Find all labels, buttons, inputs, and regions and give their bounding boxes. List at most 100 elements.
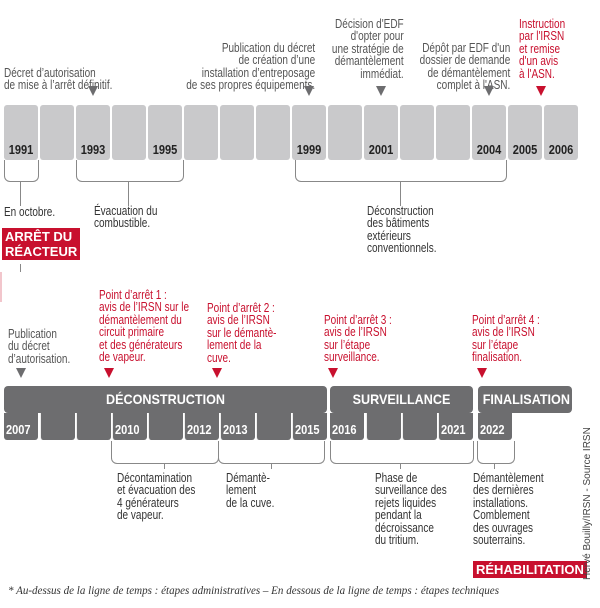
year-label: 2005 <box>512 142 538 157</box>
year-box: 2004 <box>472 105 506 160</box>
bracket <box>295 160 507 182</box>
note-decontamination: Décontamination et évacuation des 4 géné… <box>117 471 196 523</box>
year-label: 1995 <box>152 142 178 157</box>
marker-triangle-icon <box>376 86 386 96</box>
year-box <box>112 105 146 160</box>
note-publication-autorisation: Publication du décret d’autorisation. <box>8 327 71 366</box>
year-cell: 2012 <box>184 413 219 440</box>
year-box: 1995 <box>148 105 182 160</box>
note-point-arret-1: Point d’arrêt 1 : avis de l’IRSN sur le … <box>99 288 190 365</box>
marker-triangle-red-icon <box>328 368 338 378</box>
year-cell <box>148 413 183 440</box>
note-point-arret-4: Point d’arrêt 4 : avis de l’IRSN sur l’é… <box>472 313 540 365</box>
bracket-stem <box>494 463 496 469</box>
marker-triangle-icon <box>16 368 26 378</box>
phase-0: DÉCONSTRUCTION <box>4 386 327 413</box>
year-box <box>400 105 434 160</box>
year-label: 2022 <box>480 422 505 437</box>
marker-triangle-red-icon <box>536 86 546 96</box>
bracket <box>4 160 39 182</box>
divider <box>0 272 2 302</box>
year-label: 2006 <box>548 142 574 157</box>
year-box <box>184 105 218 160</box>
year-box: 1991 <box>4 105 38 160</box>
bracket <box>477 441 515 464</box>
year-cell: 2021 <box>438 413 473 440</box>
note-publication: Publication du décret de création d’une … <box>186 41 315 93</box>
bracket-stem <box>400 463 402 469</box>
year-cell: 2022 <box>478 413 512 440</box>
year-box: 2006 <box>544 105 578 160</box>
year-cell: 2015 <box>292 413 327 440</box>
year-label: 1999 <box>296 142 322 157</box>
year-box <box>220 105 254 160</box>
year-box: 1999 <box>292 105 326 160</box>
bracket <box>330 441 474 464</box>
year-box: 2005 <box>508 105 542 160</box>
year-box <box>256 105 290 160</box>
marker-triangle-red-icon <box>477 368 487 378</box>
year-label: 2004 <box>476 142 502 157</box>
marker-triangle-icon <box>304 86 314 96</box>
year-cell: 2010 <box>112 413 147 440</box>
phase-label: SURVEILLANCE <box>352 391 451 407</box>
year-label: 2007 <box>6 422 31 437</box>
phase-1: SURVEILLANCE <box>330 386 473 413</box>
marker-triangle-icon <box>484 86 494 96</box>
footnote: * Au-dessus de la ligne de temps : étape… <box>8 583 499 597</box>
marker-triangle-red-icon <box>104 368 114 378</box>
year-cell <box>366 413 401 440</box>
year-label: 1991 <box>8 142 34 157</box>
note-decision: Décision d'EDF d'opter pour une stratégi… <box>332 17 404 81</box>
phase-label: DÉCONSTRUCTION <box>105 391 225 407</box>
bracket-stem <box>20 182 22 206</box>
year-cell <box>256 413 291 440</box>
marker-triangle-icon <box>88 86 98 96</box>
year-label: 2010 <box>115 422 140 437</box>
note-octobre: En octobre. <box>4 205 56 219</box>
year-cell: 2013 <box>220 413 255 440</box>
year-cell <box>402 413 437 440</box>
year-label: 2013 <box>223 422 248 437</box>
year-label: 2015 <box>295 422 320 437</box>
bracket <box>76 160 184 182</box>
arret-reacteur-badge: ARRÊT DU RÉACTEUR <box>2 228 81 260</box>
year-label: 2021 <box>441 422 466 437</box>
credit: Hervé Bouilly/IRSN - Source IRSN <box>582 427 593 580</box>
year-label: 1993 <box>80 142 106 157</box>
note-cuve: Démantè- lement de la cuve. <box>226 471 275 510</box>
note-point-arret-3: Point d’arrêt 3 : avis de l’IRSN sur l’é… <box>324 313 392 365</box>
year-cell <box>40 413 75 440</box>
phase-label: FINALISATION <box>482 391 570 407</box>
year-label: 2016 <box>332 422 357 437</box>
note-depot: Dépôt par EDF d'un dossier de demande de… <box>419 41 510 93</box>
note-dernieres-installations: Démantèlement des dernières installation… <box>473 471 544 548</box>
year-box <box>436 105 470 160</box>
bracket-stem <box>400 182 402 206</box>
year-label: 2012 <box>187 422 212 437</box>
bracket <box>111 441 219 464</box>
marker-triangle-red-icon <box>212 368 222 378</box>
year-box: 2001 <box>364 105 398 160</box>
note-point-arret-2: Point d’arrêt 2 : avis de l’IRSN sur le … <box>207 301 277 365</box>
year-cell: 2007 <box>4 413 38 440</box>
note-decret: Décret d’autorisation de mise à l’arrêt … <box>4 66 113 93</box>
year-box <box>328 105 362 160</box>
year-box <box>40 105 74 160</box>
bracket-stem <box>128 182 130 206</box>
bracket-stem <box>20 264 22 272</box>
note-deconstruction-batiments: Déconstruction des bâtiments extérieurs … <box>367 204 437 256</box>
bracket-stem <box>271 463 273 469</box>
year-label: 2001 <box>368 142 394 157</box>
bracket <box>218 441 325 464</box>
note-phase-surveillance: Phase de surveillance des rejets liquide… <box>375 471 447 548</box>
year-box: 1993 <box>76 105 110 160</box>
note-evacuation: Évacuation du combustible. <box>94 204 158 231</box>
year-cell: 2016 <box>330 413 364 440</box>
note-instruction: Instruction par l'IRSN et remise d'un av… <box>519 17 566 81</box>
bracket-stem <box>164 463 166 469</box>
phase-2: FINALISATION <box>478 386 572 413</box>
rehabilitation-badge: RÉHABILITATION <box>473 561 587 578</box>
year-cell <box>76 413 111 440</box>
